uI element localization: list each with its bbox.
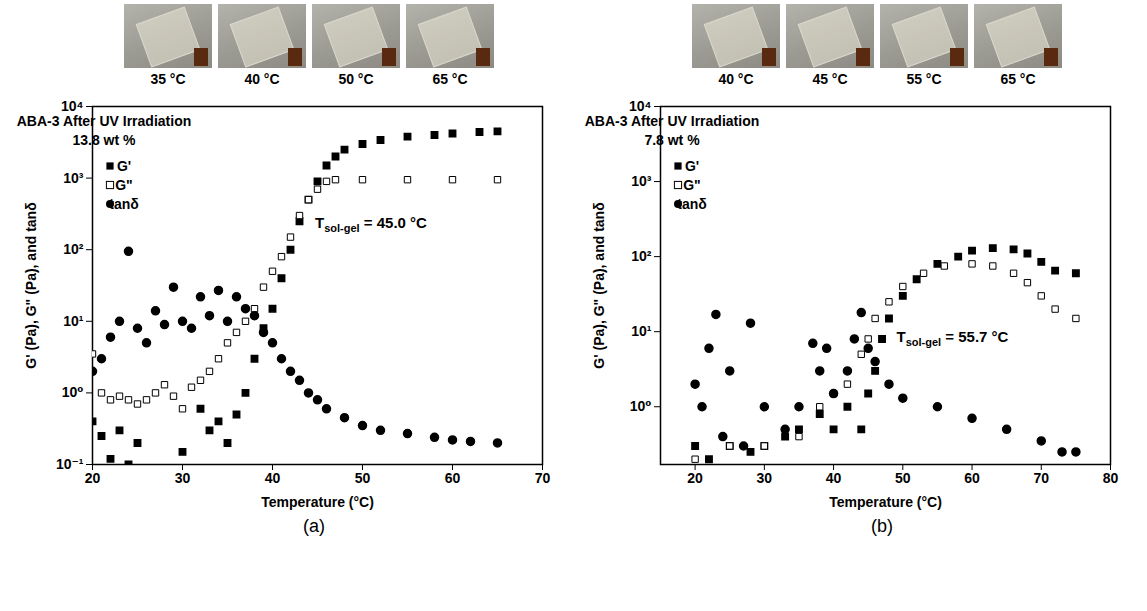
html-text:65 °C: 65 °C (432, 71, 468, 87)
svg-text:G' (Pa), G" (Pa), and tanδ: G' (Pa), G" (Pa), and tanδ (591, 202, 607, 368)
html-text:40 °C: 40 °C (244, 71, 280, 87)
html-text:40 °C: 40 °C (718, 71, 754, 87)
svg-text:G': G' (685, 158, 699, 174)
svg-text:G": G" (115, 177, 133, 193)
svg-text:10⁰: 10⁰ (630, 398, 652, 414)
svg-text:80: 80 (1103, 470, 1119, 486)
svg-text:10²: 10² (63, 241, 84, 257)
svg-text:40: 40 (265, 470, 281, 486)
svg-text:G": G" (683, 177, 701, 193)
svg-text:10⁰: 10⁰ (62, 384, 84, 400)
svg-text:60: 60 (445, 470, 461, 486)
svg-text:60: 60 (964, 470, 980, 486)
svg-text:10¹: 10¹ (631, 323, 652, 339)
svg-text:70: 70 (1033, 470, 1049, 486)
html-text:(b): (b) (871, 516, 893, 536)
html-text:55 °C: 55 °C (906, 71, 942, 87)
svg-text:13.8 wt %: 13.8 wt % (72, 132, 136, 148)
svg-text:10³: 10³ (631, 173, 652, 189)
svg-text:40: 40 (826, 470, 842, 486)
svg-text:20: 20 (687, 470, 703, 486)
svg-text:ABA-3 After UV Irradiation: ABA-3 After UV Irradiation (17, 113, 192, 129)
html-text:45 °C: 45 °C (812, 71, 848, 87)
html-text:(a): (a) (303, 516, 325, 536)
svg-text:10¹: 10¹ (63, 313, 84, 329)
svg-text:G' (Pa), G" (Pa), and tanδ: G' (Pa), G" (Pa), and tanδ (23, 202, 39, 368)
svg-text:tanδ: tanδ (109, 196, 139, 212)
svg-text:ABA-3 After UV Irradiation: ABA-3 After UV Irradiation (585, 113, 760, 129)
html-text:50 °C: 50 °C (338, 71, 374, 87)
svg-text:Temperature (°C): Temperature (°C) (829, 494, 942, 510)
svg-text:10⁴: 10⁴ (61, 98, 84, 114)
svg-text:20: 20 (85, 470, 101, 486)
svg-text:7.8 wt %: 7.8 wt % (644, 132, 700, 148)
svg-text:Temperature (°C): Temperature (°C) (261, 494, 374, 510)
svg-text:G': G' (117, 158, 131, 174)
html-text:65 °C: 65 °C (1000, 71, 1036, 87)
svg-text:Tsol-gel = 55.7 °C: Tsol-gel = 55.7 °C (897, 328, 1009, 348)
svg-text:10²: 10² (631, 248, 652, 264)
svg-text:30: 30 (757, 470, 773, 486)
svg-text:50: 50 (895, 470, 911, 486)
svg-text:30: 30 (175, 470, 191, 486)
svg-text:10⁻¹: 10⁻¹ (56, 456, 84, 472)
html-text:35 °C: 35 °C (150, 71, 186, 87)
svg-text:50: 50 (355, 470, 371, 486)
svg-text:70: 70 (535, 470, 551, 486)
svg-text:tanδ: tanδ (677, 196, 707, 212)
svg-text:10⁴: 10⁴ (629, 98, 652, 114)
svg-text:10³: 10³ (63, 170, 84, 186)
svg-text:Tsol-gel = 45.0 °C: Tsol-gel = 45.0 °C (315, 214, 427, 234)
